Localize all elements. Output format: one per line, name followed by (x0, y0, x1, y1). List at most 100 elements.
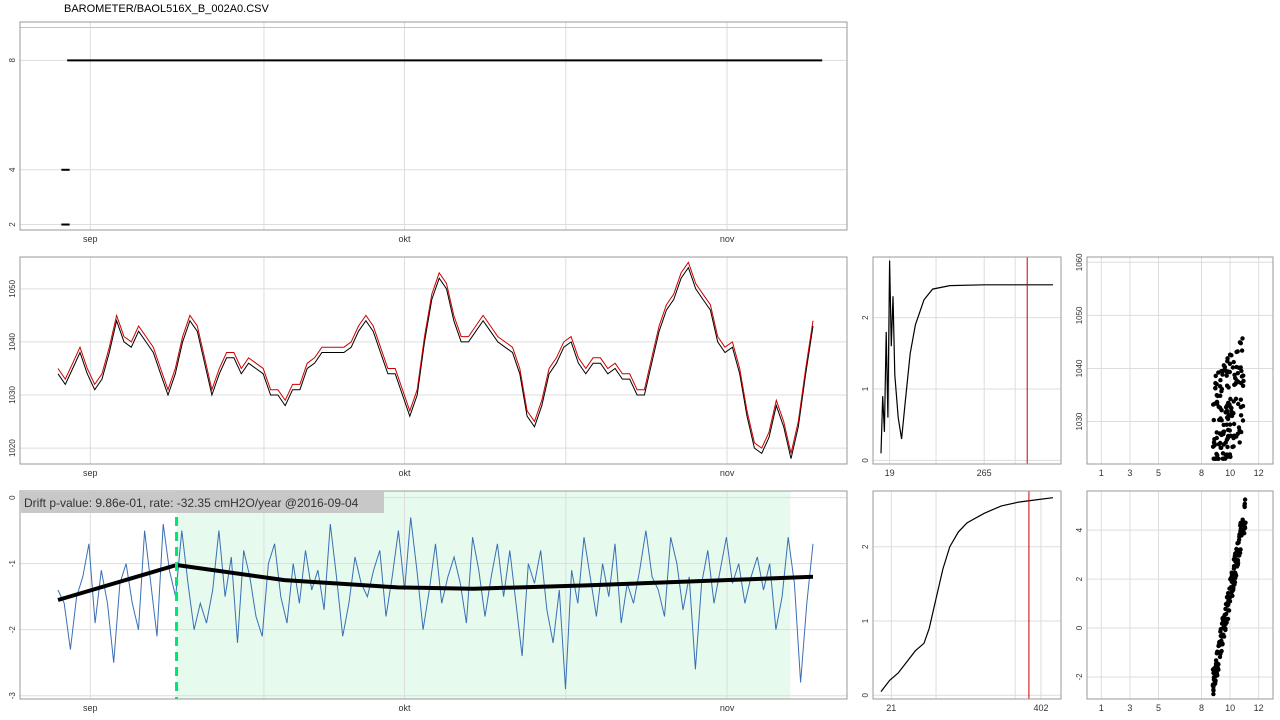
pressure-ytick: 1040 (8, 332, 17, 350)
scatter1-point (1235, 371, 1241, 376)
scatter2-point (1239, 529, 1244, 534)
scatter2-ytick: 2 (1075, 576, 1084, 581)
status-frame (19, 21, 848, 231)
drift-annotation: Drift p-value: 9.86e-01, rate: -32.35 cm… (24, 496, 359, 510)
scatter2-points (1210, 497, 1248, 697)
scatter1-point (1231, 359, 1236, 365)
scatter1-point (1227, 452, 1233, 457)
scatter1-point (1230, 444, 1235, 450)
scatter1-point (1220, 451, 1226, 456)
scatter2-point (1236, 540, 1241, 545)
scatter1-point (1219, 389, 1224, 394)
scatter1-point (1213, 456, 1218, 461)
conv1-ytick: 2 (861, 315, 870, 320)
scatter1-point (1230, 365, 1236, 370)
scatter2-point (1231, 564, 1237, 569)
scatter1-xtick: 1 (1099, 468, 1104, 478)
scatter1-xtick: 3 (1127, 468, 1132, 478)
scatter2-point (1233, 551, 1238, 556)
status-xtick: nov (720, 234, 735, 244)
plot-title: BAROMETER/BAOL516X_B_002A0.CSV (64, 3, 269, 15)
scatter1-xtick: 10 (1225, 468, 1235, 478)
scatter2-point (1231, 557, 1237, 562)
scatter1-point (1235, 431, 1241, 436)
scatter2-xtick: 3 (1127, 703, 1132, 713)
scatter1-ytick: 1040 (1075, 359, 1084, 377)
scatter1-point (1218, 393, 1223, 398)
scatter1-point (1233, 396, 1239, 401)
scatter2-xtick: 10 (1225, 703, 1235, 713)
scatter2-point (1216, 642, 1222, 647)
scatter1-point (1228, 396, 1233, 402)
scatter2-point (1242, 524, 1248, 530)
scatter1-point (1237, 440, 1242, 445)
scatter2-point (1223, 606, 1228, 612)
scatter2-point (1222, 615, 1227, 620)
scatter2-point (1233, 572, 1238, 577)
drift-xtick: sep (83, 703, 98, 713)
scatter1-ytick: 1050 (1075, 306, 1084, 324)
status-ytick: 2 (8, 222, 17, 227)
scatter1-ytick: 1030 (1075, 412, 1084, 430)
conv2-curve (880, 497, 1054, 692)
scatter1-point (1236, 365, 1242, 370)
scatter1-point (1218, 416, 1223, 421)
conv2-xtick: 21 (886, 703, 896, 713)
scatter2-point (1211, 691, 1216, 697)
scatter2-point (1224, 620, 1229, 625)
pressure-xtick: nov (720, 468, 735, 478)
conv1-curve (880, 260, 1053, 454)
scatter1-frame (1086, 256, 1274, 465)
scatter1-point (1218, 445, 1223, 450)
scatter2-frame (1086, 490, 1274, 700)
scatter2-point (1224, 611, 1229, 617)
scatter2-point (1215, 663, 1220, 668)
drift-residual-line (57, 517, 814, 690)
scatter1-point (1238, 341, 1244, 346)
conv2-ytick: 0 (861, 693, 870, 698)
scatter1-point (1236, 379, 1241, 385)
scatter2-point (1211, 682, 1216, 687)
scatter2-point (1225, 591, 1231, 596)
scatter2-point (1227, 595, 1232, 601)
scatter1-point (1211, 417, 1217, 423)
scatter2-point (1229, 590, 1234, 595)
scatter2-point (1218, 629, 1223, 634)
scatter1-point (1228, 433, 1234, 438)
conv2-ytick: 1 (861, 618, 870, 623)
pressure-ytick: 1050 (8, 279, 17, 297)
scatter1-point (1221, 363, 1227, 368)
drift-ytick: 0 (8, 495, 17, 500)
scatter1-point (1239, 348, 1245, 353)
drift-shaded-region (176, 491, 791, 699)
scatter2-xtick: 12 (1254, 703, 1264, 713)
pressure-series-black (57, 266, 814, 459)
scatter1-point (1241, 373, 1246, 378)
scatter2-xtick: 1 (1099, 703, 1104, 713)
drift-ytick: -1 (8, 560, 17, 568)
scatter2-point (1215, 649, 1220, 654)
drift-annotation-box (21, 492, 384, 513)
scatter2-point (1232, 580, 1238, 585)
status-ytick: 8 (8, 58, 17, 63)
status-xtick: okt (399, 234, 412, 244)
pressure-xtick: okt (399, 468, 412, 478)
status-xtick: sep (83, 234, 98, 244)
scatter2-point (1221, 634, 1227, 639)
drift-ytick: -2 (8, 626, 17, 634)
conv1-ytick: 0 (861, 458, 870, 463)
scatter1-point (1225, 444, 1230, 450)
scatter1-point (1239, 368, 1244, 374)
scatter1-point (1231, 421, 1237, 427)
scatter1-point (1218, 378, 1223, 383)
scatter1-point (1219, 408, 1224, 413)
scatter1-point (1229, 353, 1234, 358)
scatter2-point (1242, 501, 1248, 506)
scatter2-point (1211, 688, 1216, 693)
scatter2-point (1229, 585, 1235, 590)
scatter2-point (1219, 648, 1224, 654)
conv2-frame (872, 490, 1062, 700)
scatter2-point (1211, 670, 1216, 676)
pressure-xtick: sep (83, 468, 98, 478)
scatter2-point (1219, 621, 1225, 626)
